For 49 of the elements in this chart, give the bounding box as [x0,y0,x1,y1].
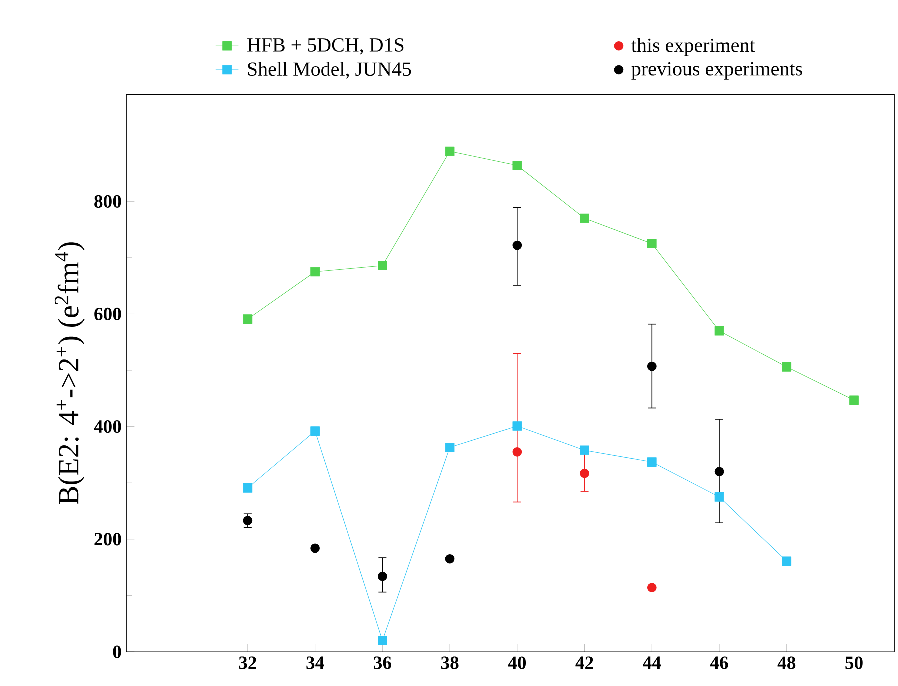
point [243,484,253,493]
point [243,314,253,324]
x-tick-label: 42 [576,656,594,670]
y-tick-label: 0 [113,646,122,658]
point [647,362,657,372]
point [580,446,590,456]
point [512,447,522,457]
point [512,422,522,431]
point [378,572,388,582]
legend-label: HFB + 5DCH, D1S [248,38,404,55]
legend-label: this experiment [632,38,756,56]
point [714,467,724,477]
point [378,261,388,270]
legend-label: previous experiments [632,62,802,80]
y-tick-label: 800 [94,195,122,208]
point [647,239,657,249]
x-tick-label: 50 [846,656,863,670]
point [310,544,320,554]
point [512,240,522,250]
point [445,442,455,452]
point [580,468,590,478]
y-tick-label: 200 [94,533,122,546]
point [445,146,455,156]
point [243,516,253,526]
legend-label: Shell Model, JUN45 [248,62,412,79]
point [310,426,320,436]
x-tick-label: 48 [778,656,796,670]
point [714,326,724,336]
x-tick-label: 32 [239,656,256,670]
point [580,214,590,224]
x-tick-label: 36 [374,656,392,670]
point [445,554,455,564]
point [512,160,522,170]
point [850,396,859,406]
point [782,362,792,372]
text: B(E2: 4$^{+}$->2$^{+}$) (e$^{2}$fm$^{4}$) [54,242,85,505]
point [647,583,657,592]
point [647,458,657,467]
y-tick-label: 400 [94,420,122,434]
point [310,267,320,277]
point [378,636,388,646]
y-tick-label: 600 [94,308,122,321]
x-tick-label: 46 [710,656,728,670]
x-tick-label: 40 [508,656,526,670]
x-tick-label: 44 [643,656,662,669]
x-tick-label: 38 [441,656,459,670]
x-tick-label: 34 [306,656,324,670]
point [782,556,792,566]
point [714,492,724,502]
